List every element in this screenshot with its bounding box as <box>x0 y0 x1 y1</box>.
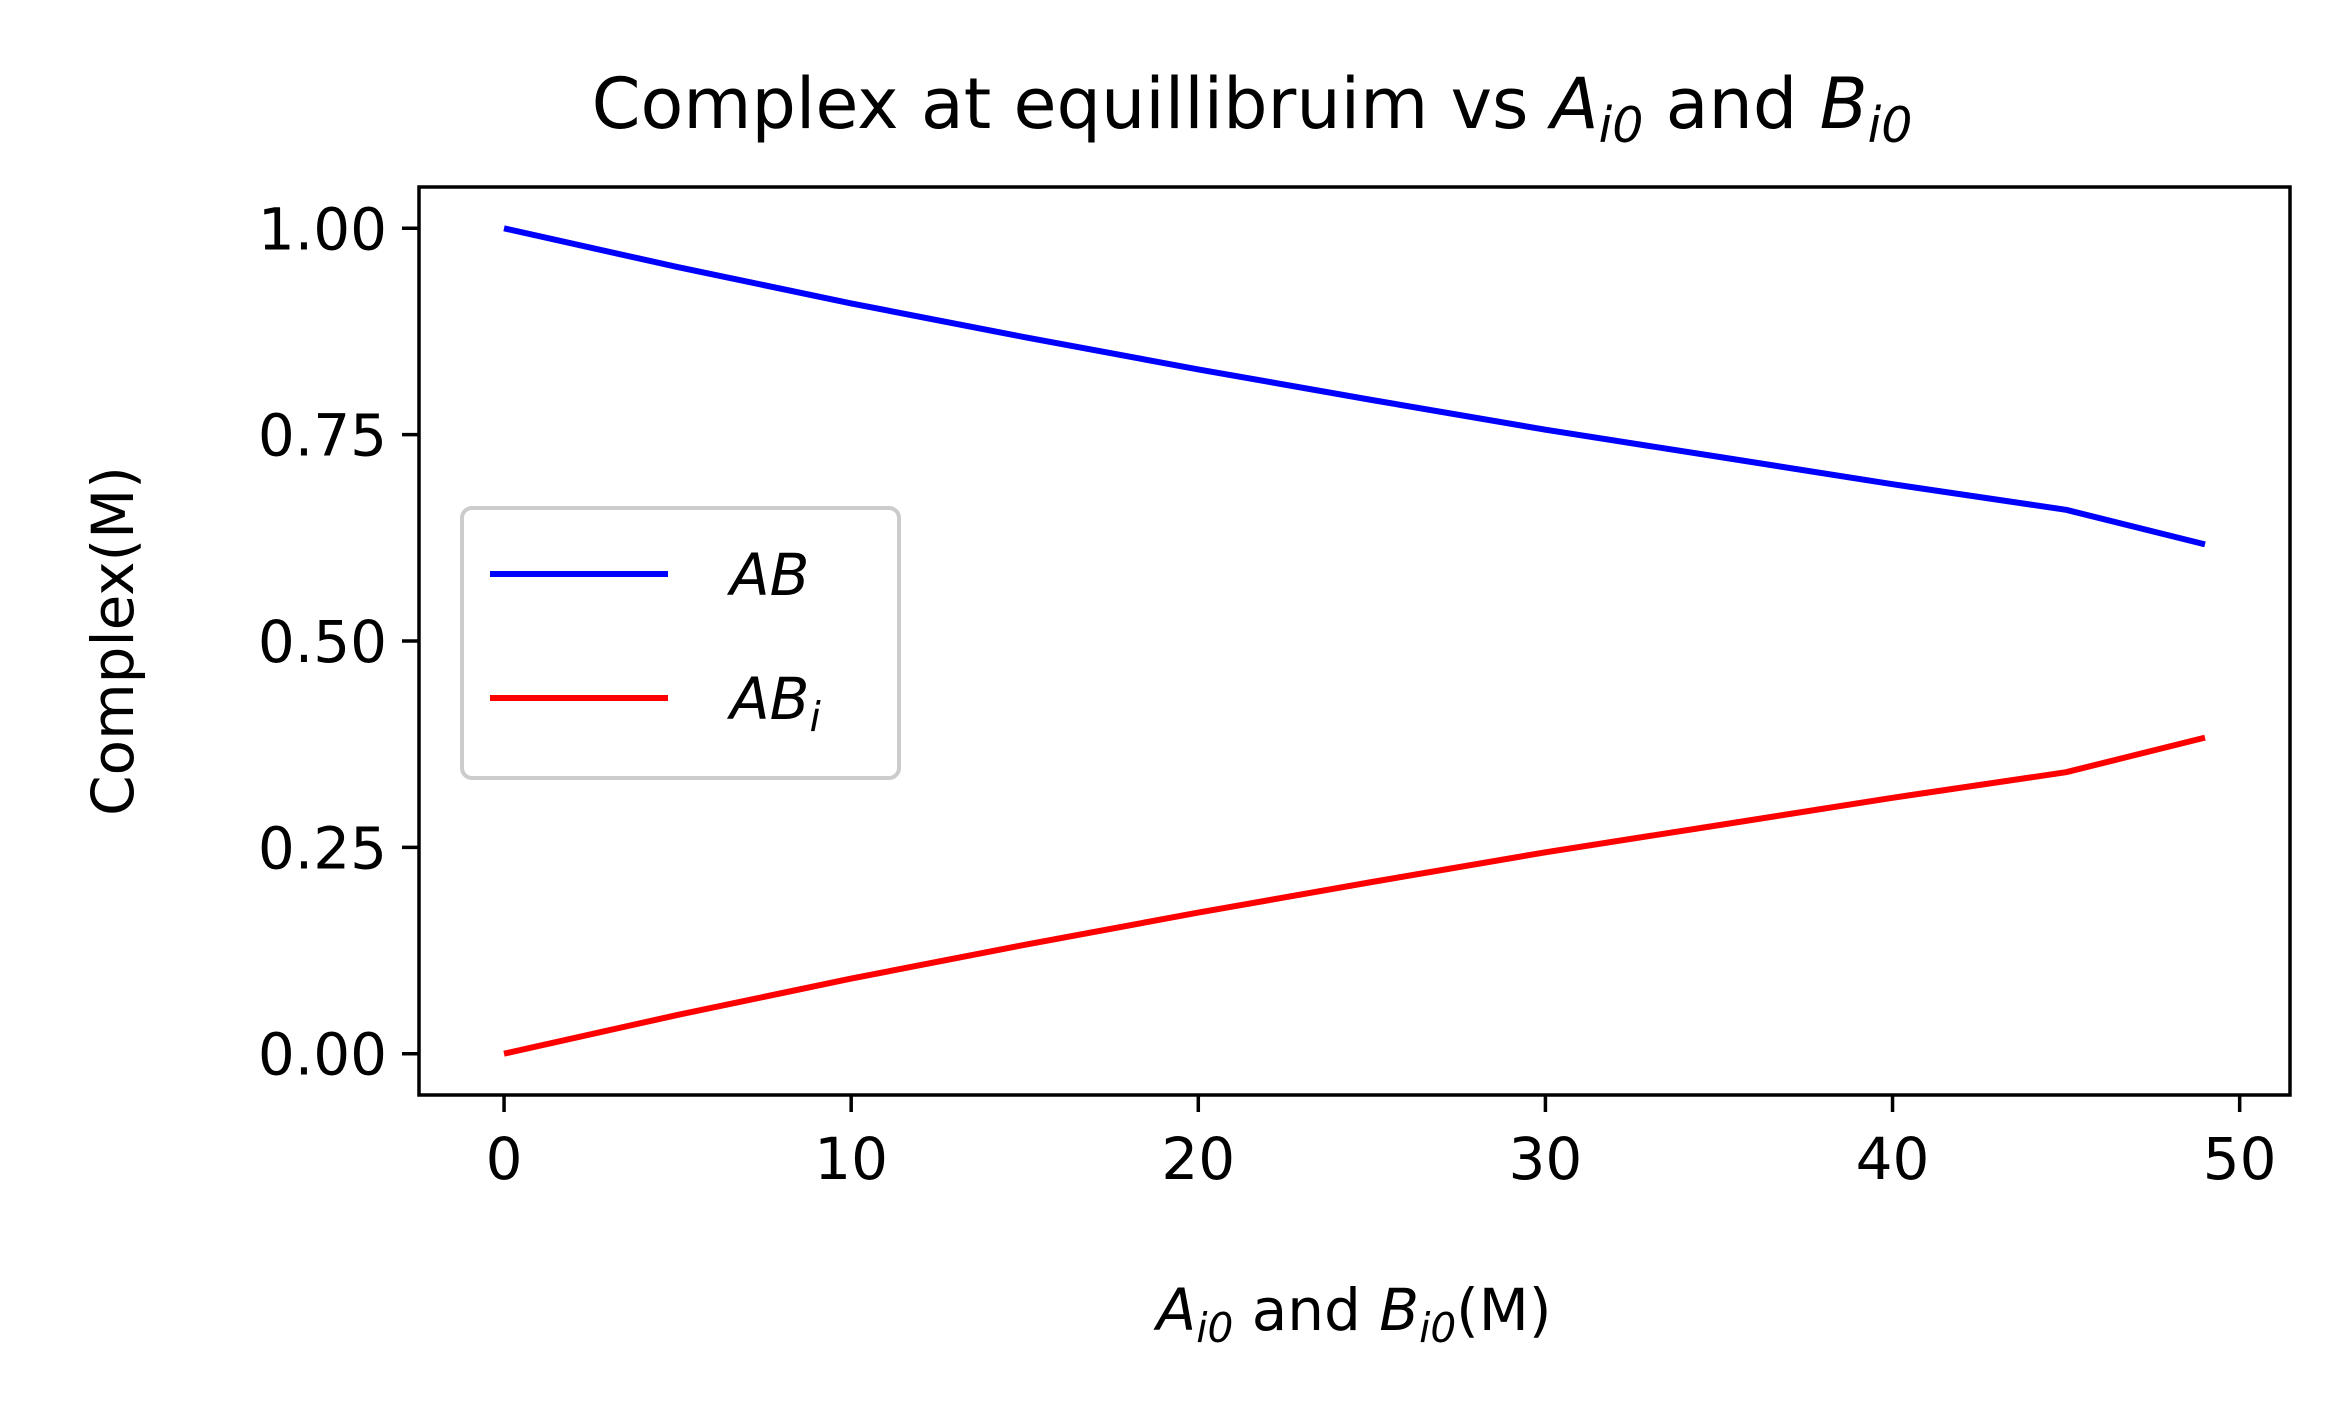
legend-frame <box>460 506 901 780</box>
x-axis-label-var1-sub: i0 <box>1196 1304 1233 1352</box>
legend-label-ab: AB <box>726 541 809 609</box>
x-tick-label: 0 <box>486 1125 523 1193</box>
y-tick-label: 0.25 <box>258 814 387 882</box>
x-tick-label: 10 <box>814 1125 888 1193</box>
x-tick-label: 40 <box>1856 1125 1930 1193</box>
chart-title-var1-sub: i0 <box>1599 97 1644 154</box>
series-line-ab <box>503 225 2206 548</box>
x-tick-label: 50 <box>2203 1125 2277 1193</box>
y-tick-label: 1.00 <box>258 195 387 263</box>
legend-label-abi: ABi <box>726 665 821 741</box>
legend-label-ab-name: AB <box>726 541 809 609</box>
legend-label-abi-sub: i <box>809 693 821 741</box>
y-tick-label: 0.75 <box>258 402 387 470</box>
series-layer <box>503 225 2206 1057</box>
x-axis-label-suffix: (M) <box>1456 1276 1551 1344</box>
y-axis-label: Complex(M) <box>79 466 147 816</box>
chart-title-middle: and <box>1643 63 1819 145</box>
x-axis-label: Ai0 and Bi0(M) <box>1153 1276 1552 1352</box>
legend-label-abi-name: AB <box>726 665 809 733</box>
chart-title-prefix: Complex at equillibruim vs <box>592 63 1551 145</box>
series-line-abi <box>503 734 2206 1057</box>
x-axis-label-var1: A <box>1153 1276 1197 1344</box>
chart-title-var2: B <box>1820 63 1868 145</box>
x-tick-label: 20 <box>1161 1125 1235 1193</box>
chart-title-var2-sub: i0 <box>1868 97 1913 154</box>
x-axis-label-var2-sub: i0 <box>1419 1304 1456 1352</box>
x-axis-ticks: 0 10 20 30 40 50 <box>486 1095 2277 1193</box>
chart-title-var1: A <box>1547 63 1599 145</box>
y-axis-ticks: 0.00 0.25 0.50 0.75 1.00 <box>258 195 419 1089</box>
x-axis-label-middle: and <box>1233 1276 1379 1344</box>
x-tick-label: 30 <box>1509 1125 1583 1193</box>
chart-title: Complex at equillibruim vs Ai0 and Bi0 <box>592 63 1913 154</box>
legend: AB ABi <box>460 506 901 780</box>
x-axis-label-var2: B <box>1379 1276 1419 1344</box>
y-tick-label: 0.50 <box>258 608 387 676</box>
y-tick-label: 0.00 <box>258 1021 387 1089</box>
